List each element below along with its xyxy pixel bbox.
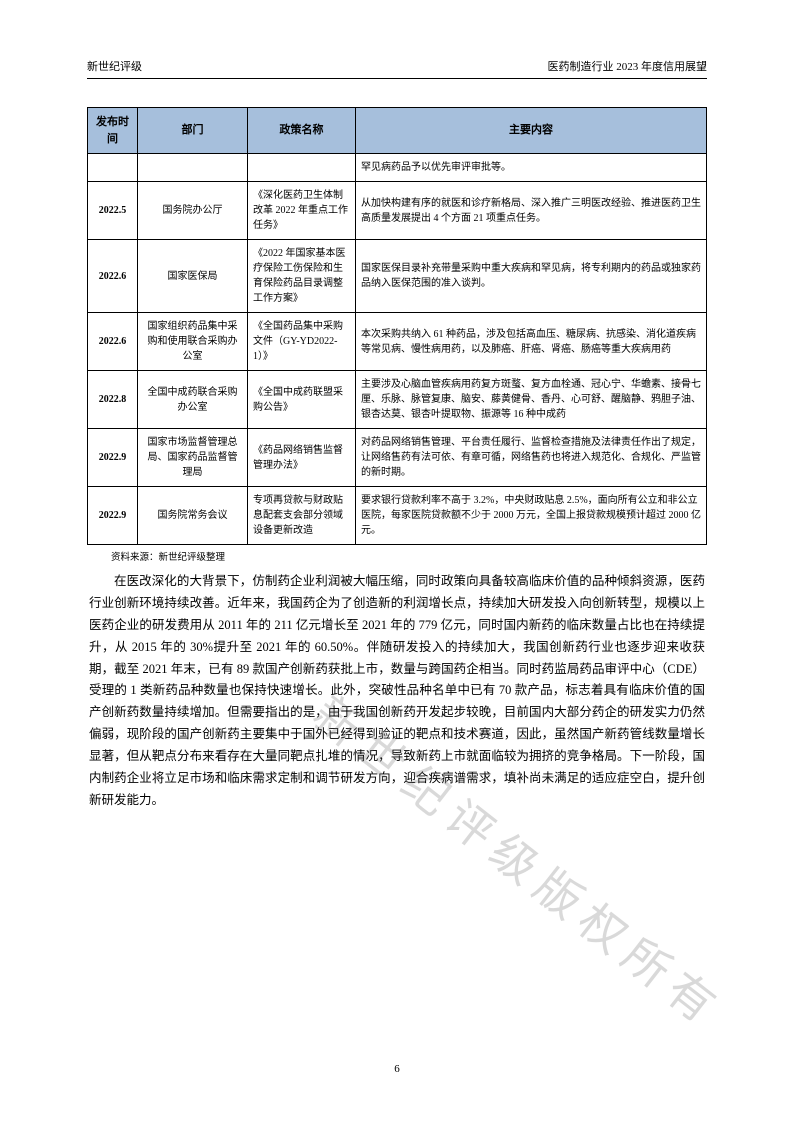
cell-content: 对药品网络销售管理、平台责任履行、监督检查措施及法律责任作出了规定，让网络售药有… xyxy=(356,429,707,487)
header-left: 新世纪评级 xyxy=(87,58,142,74)
cell-dept xyxy=(138,154,248,182)
cell-dept: 国务院常务会议 xyxy=(138,487,248,545)
cell-content: 国家医保目录补充带量采购中重大疾病和罕见病，将专利期内的药品或独家药品纳入医保范… xyxy=(356,240,707,313)
body-paragraph: 在医改深化的大背景下，仿制药企业利润被大幅压缩，同时政策向具备较高临床价值的品种… xyxy=(87,571,707,812)
cell-policy: 《全国药品集中采购文件（GY-YD2022-1）》 xyxy=(248,313,356,371)
cell-date: 2022.9 xyxy=(88,429,138,487)
cell-content: 主要涉及心脑血管疾病用药复方斑蝥、复方血栓通、冠心宁、华蟾素、接骨七厘、乐脉、脉… xyxy=(356,371,707,429)
cell-date: 2022.6 xyxy=(88,313,138,371)
table-row: 2022.5国务院办公厅《深化医药卫生体制改革 2022 年重点工作任务》从加快… xyxy=(88,182,707,240)
cell-content: 本次采购共纳入 61 种药品，涉及包括高血压、糖尿病、抗感染、消化道疾病等常见病… xyxy=(356,313,707,371)
policy-table: 发布时间 部门 政策名称 主要内容 罕见病药品予以优先审评审批等。2022.5国… xyxy=(87,107,707,545)
header-right: 医药制造行业 2023 年度信用展望 xyxy=(548,58,708,74)
cell-dept: 国家组织药品集中采购和使用联合采购办公室 xyxy=(138,313,248,371)
cell-content: 罕见病药品予以优先审评审批等。 xyxy=(356,154,707,182)
cell-date: 2022.9 xyxy=(88,487,138,545)
page-header: 新世纪评级 医药制造行业 2023 年度信用展望 xyxy=(87,58,707,79)
cell-content: 要求银行贷款利率不高于 3.2%，中央财政贴息 2.5%，面向所有公立和非公立医… xyxy=(356,487,707,545)
table-header-row: 发布时间 部门 政策名称 主要内容 xyxy=(88,108,707,154)
cell-dept: 国家医保局 xyxy=(138,240,248,313)
cell-policy xyxy=(248,154,356,182)
cell-policy: 《深化医药卫生体制改革 2022 年重点工作任务》 xyxy=(248,182,356,240)
cell-policy: 《药品网络销售监督管理办法》 xyxy=(248,429,356,487)
table-row: 2022.9国家市场监督管理总局、国家药品监督管理局《药品网络销售监督管理办法》… xyxy=(88,429,707,487)
table-source: 资料来源：新世纪评级整理 xyxy=(111,549,707,563)
cell-policy: 《2022 年国家基本医疗保险工伤保险和生育保险药品目录调整工作方案》 xyxy=(248,240,356,313)
cell-dept: 国务院办公厅 xyxy=(138,182,248,240)
table-row: 2022.6国家医保局《2022 年国家基本医疗保险工伤保险和生育保险药品目录调… xyxy=(88,240,707,313)
col-header-policy: 政策名称 xyxy=(248,108,356,154)
cell-dept: 全国中成药联合采购办公室 xyxy=(138,371,248,429)
col-header-content: 主要内容 xyxy=(356,108,707,154)
cell-policy: 《全国中成药联盟采购公告》 xyxy=(248,371,356,429)
table-row: 2022.6国家组织药品集中采购和使用联合采购办公室《全国药品集中采购文件（GY… xyxy=(88,313,707,371)
col-header-dept: 部门 xyxy=(138,108,248,154)
cell-date: 2022.8 xyxy=(88,371,138,429)
table-row: 罕见病药品予以优先审评审批等。 xyxy=(88,154,707,182)
table-row: 2022.8全国中成药联合采购办公室《全国中成药联盟采购公告》主要涉及心脑血管疾… xyxy=(88,371,707,429)
cell-content: 从加快构建有序的就医和诊疗新格局、深入推广三明医改经验、推进医药卫生高质量发展提… xyxy=(356,182,707,240)
cell-date: 2022.5 xyxy=(88,182,138,240)
cell-dept: 国家市场监督管理总局、国家药品监督管理局 xyxy=(138,429,248,487)
cell-date xyxy=(88,154,138,182)
page-number: 6 xyxy=(0,1063,794,1075)
cell-policy: 专项再贷款与财政贴息配套支会部分领域设备更新改造 xyxy=(248,487,356,545)
table-row: 2022.9国务院常务会议专项再贷款与财政贴息配套支会部分领域设备更新改造要求银… xyxy=(88,487,707,545)
cell-date: 2022.6 xyxy=(88,240,138,313)
col-header-date: 发布时间 xyxy=(88,108,138,154)
